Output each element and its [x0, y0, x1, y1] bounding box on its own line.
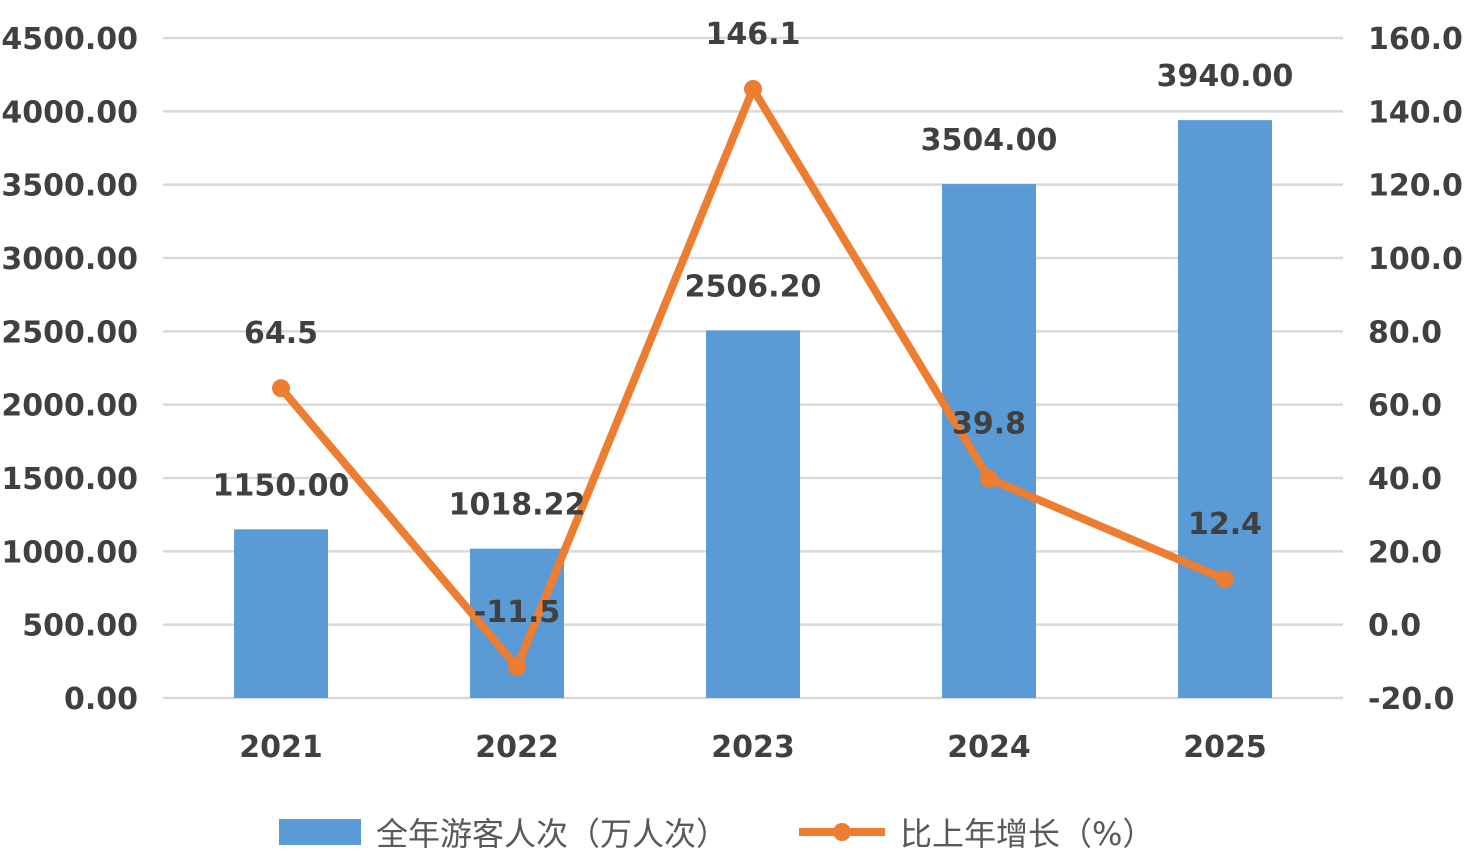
y-right-tick-label: 80.0: [1368, 315, 1442, 350]
y-right-tick-label: 140.0: [1368, 95, 1463, 130]
x-tick-label: 2024: [947, 730, 1031, 765]
y-left-tick-label: 3500.00: [1, 169, 138, 204]
y-left-tick-label: 4500.00: [1, 22, 138, 57]
x-axis: 2021 2022 2023 2024 2025: [239, 730, 1267, 765]
y-right-tick-label: 120.0: [1368, 169, 1463, 204]
x-tick-label: 2025: [1183, 730, 1267, 765]
bar-data-label: 2506.20: [685, 269, 822, 304]
right-y-axis: -20.0 0.0 20.0 40.0 60.0 80.0 100.0 120.0 140.0 1…: [1368, 22, 1463, 717]
y-left-tick-label: 2000.00: [1, 389, 138, 424]
line-point: [744, 79, 762, 98]
legend-bar-swatch: [279, 819, 361, 845]
y-left-tick-label: 1500.00: [1, 462, 138, 497]
x-tick-label: 2023: [711, 730, 795, 765]
legend-bar-label: 全年游客人次（万人次）: [376, 815, 728, 853]
y-right-tick-label: -20.0: [1368, 682, 1454, 717]
bar-data-label: 3940.00: [1157, 59, 1294, 94]
y-left-tick-label: 0.00: [64, 682, 138, 717]
bar: [706, 330, 800, 698]
legend-line-label: 比上年增长（%）: [900, 815, 1154, 853]
y-right-tick-label: 60.0: [1368, 389, 1442, 424]
y-left-tick-label: 4000.00: [1, 95, 138, 130]
bar: [234, 529, 328, 698]
y-right-tick-label: 40.0: [1368, 462, 1442, 497]
y-left-tick-label: 1000.00: [1, 535, 138, 570]
bar: [942, 184, 1036, 698]
line-point: [1216, 570, 1234, 589]
bar-series: [234, 120, 1272, 699]
line-data-label: 39.8: [952, 407, 1026, 442]
y-right-tick-label: 20.0: [1368, 535, 1442, 570]
x-tick-label: 2021: [239, 730, 323, 765]
y-right-tick-label: 100.0: [1368, 242, 1463, 277]
y-right-tick-label: 160.0: [1368, 22, 1463, 57]
y-left-tick-label: 500.00: [22, 609, 138, 644]
y-left-tick-label: 2500.00: [1, 315, 138, 350]
data-labels: 1150.00 1018.22 2506.20 3504.00 3940.00 64.5 -…: [213, 17, 1294, 630]
legend: 全年游客人次（万人次） 比上年增长（%）: [279, 815, 1154, 853]
line-point: [508, 657, 526, 676]
line-data-label: 146.1: [706, 17, 801, 52]
left-y-axis: 0.00 500.00 1000.00 1500.00 2000.00 2500.00 30…: [1, 22, 138, 717]
line-data-label: 12.4: [1188, 507, 1262, 542]
line-series: [272, 79, 1234, 676]
legend-line-marker: [833, 823, 851, 841]
line-data-label: -11.5: [474, 595, 560, 630]
bar-data-label: 1150.00: [213, 468, 350, 503]
bar: [1178, 120, 1272, 699]
line-point: [980, 469, 998, 488]
line-point: [272, 379, 290, 398]
y-left-tick-label: 3000.00: [1, 242, 138, 277]
x-tick-label: 2022: [475, 730, 559, 765]
bar-data-label: 3504.00: [921, 123, 1058, 158]
y-right-tick-label: 0.0: [1368, 609, 1421, 644]
bar-data-label: 1018.22: [449, 488, 586, 523]
line-data-label: 64.5: [244, 316, 318, 351]
